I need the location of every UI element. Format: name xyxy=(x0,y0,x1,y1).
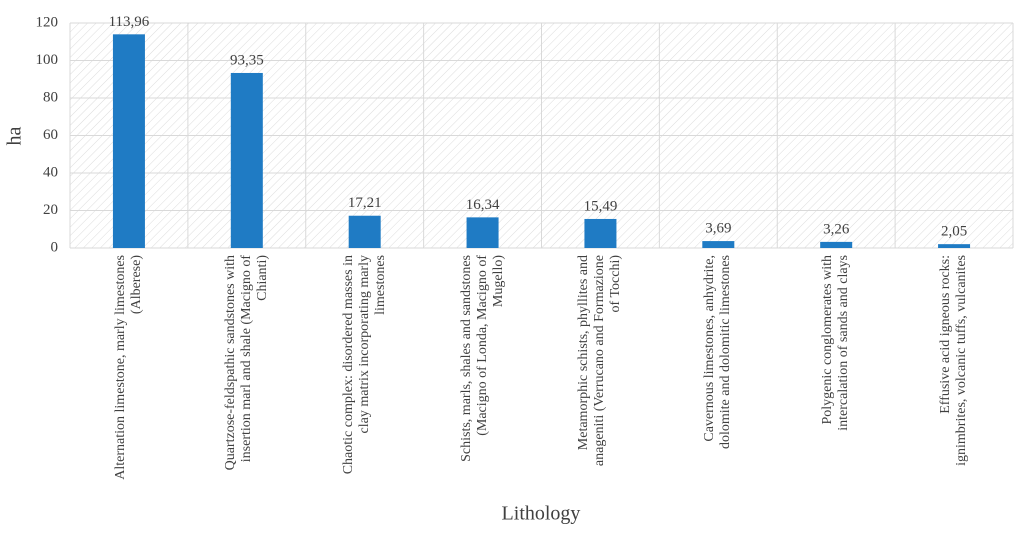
value-label: 113,96 xyxy=(109,14,150,30)
x-tick-label: Cavernous limestones, anhydrite, dolomit… xyxy=(702,255,734,450)
value-label: 3,26 xyxy=(823,221,850,237)
bar xyxy=(348,215,381,248)
value-label: 93,35 xyxy=(230,52,264,68)
y-tick-label: 20 xyxy=(43,202,58,218)
value-label: 15,49 xyxy=(584,198,618,214)
x-tick-label: Polygenic conglomerates with intercalati… xyxy=(820,255,852,431)
bar xyxy=(702,241,735,248)
x-tick-label: Quartzose-feldspathic sandstones with in… xyxy=(222,255,270,471)
y-tick-label: 80 xyxy=(43,89,58,105)
x-tick-label: Effusive acid igneous rocks: ignimbrites… xyxy=(938,255,970,466)
x-tick-label: Schists, marls, shales and sandstones (M… xyxy=(458,255,506,462)
x-tick-label: Alternation limestone, marly limestones … xyxy=(112,255,144,480)
y-tick-label: 120 xyxy=(36,14,59,30)
x-tick-label: Chaotic complex: disordered masses in cl… xyxy=(340,255,388,475)
bar xyxy=(230,72,263,248)
y-tick-label: 60 xyxy=(43,127,58,143)
y-axis-title: ha xyxy=(4,126,26,145)
value-label: 2,05 xyxy=(941,224,967,240)
bar xyxy=(112,34,145,249)
x-axis-title: Lithology xyxy=(502,503,581,525)
y-tick-label: 100 xyxy=(36,52,59,68)
value-label: 16,34 xyxy=(466,197,500,213)
x-tick-label: Metamorphic schists, phyllites and anage… xyxy=(576,255,624,467)
bar xyxy=(938,244,971,248)
y-tick-label: 0 xyxy=(51,239,59,255)
bar xyxy=(584,218,617,248)
bar xyxy=(820,241,853,248)
bar xyxy=(466,217,499,248)
y-tick-label: 40 xyxy=(43,164,58,180)
value-label: 3,69 xyxy=(705,221,731,237)
value-label: 17,21 xyxy=(348,195,382,211)
